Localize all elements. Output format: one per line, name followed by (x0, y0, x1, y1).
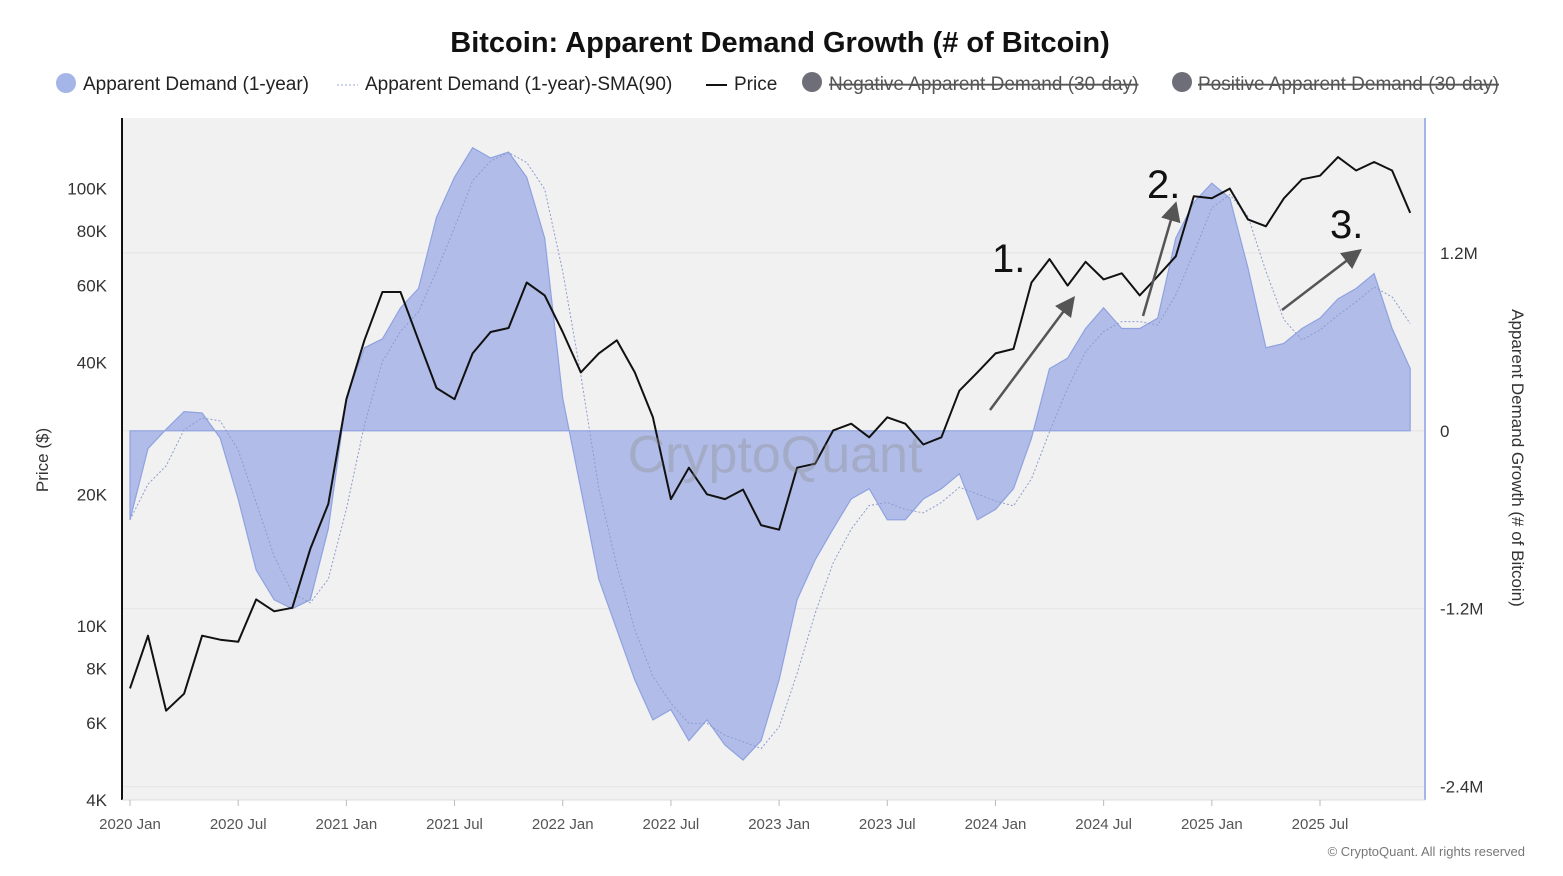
x-tick-label: 2024 Jul (1075, 816, 1132, 833)
annotation-label: 3. (1330, 203, 1363, 247)
legend-dot-icon (1172, 72, 1192, 92)
legend-label: Price (734, 74, 777, 95)
left-axis-label: Price ($) (33, 428, 52, 492)
x-tick-label: 2025 Jul (1292, 816, 1349, 833)
x-tick-label: 2020 Jan (99, 816, 161, 833)
legend-item-positive-demand[interactable]: Positive Apparent Demand (30-day) (1172, 72, 1499, 95)
left-tick-label: 60K (77, 277, 108, 296)
left-tick-label: 10K (77, 617, 108, 636)
annotation-3: 3. (1281, 203, 1363, 311)
legend-item-negative-demand[interactable]: Negative Apparent Demand (30-day) (802, 72, 1138, 95)
legend-dot-icon (56, 73, 76, 93)
left-tick-label: 40K (77, 354, 108, 373)
left-tick-label: 20K (77, 485, 108, 504)
legend-label: Negative Apparent Demand (30-day) (829, 74, 1138, 95)
x-tick-label: 2022 Jan (532, 816, 594, 833)
arrow-icon (1141, 201, 1181, 317)
annotation-2: 2. (1141, 163, 1181, 317)
legend-item-sma90[interactable]: Apparent Demand (1-year)-SMA(90) (337, 74, 672, 95)
watermark: CryptoQuant (628, 426, 923, 484)
arrow-icon (1281, 248, 1362, 311)
right-tick-label: -2.4M (1440, 778, 1483, 797)
annotation-1: 1. (988, 237, 1075, 411)
apparent-demand-area (129, 146, 1411, 761)
x-tick-label: 2023 Jan (748, 816, 810, 833)
x-tick-label: 2021 Jul (426, 816, 483, 833)
legend-label: Apparent Demand (1-year) (83, 74, 309, 95)
arrow-icon (988, 295, 1075, 411)
price-line (129, 156, 1412, 712)
annotation-label: 2. (1147, 163, 1180, 207)
chart-title: Bitcoin: Apparent Demand Growth (# of Bi… (450, 27, 1109, 59)
axis-ticks: 1.2M 0 -1.2M -2.4M 4K 6K 8K 10K 20K 40K 60K 80K 100K… (67, 180, 1483, 833)
right-tick-label: -1.2M (1440, 600, 1483, 619)
x-tick-label: 2024 Jan (965, 816, 1027, 833)
legend-label: Apparent Demand (1-year)-SMA(90) (365, 74, 672, 95)
left-tick-label: 80K (77, 222, 108, 241)
left-tick-label: 100K (67, 180, 107, 199)
legend-dot-icon (802, 72, 822, 92)
legend-label: Positive Apparent Demand (30-day) (1198, 74, 1499, 95)
legend-item-price[interactable]: Price (706, 74, 777, 95)
left-tick-label: 6K (86, 714, 107, 733)
copyright: © CryptoQuant. All rights reserved (1328, 844, 1525, 859)
right-axis-label: Apparent Demand Growth (# of Bitcoin) (1508, 309, 1527, 607)
legend: Apparent Demand (1-year) Apparent Demand… (56, 72, 1499, 95)
right-tick-label: 0 (1440, 422, 1449, 441)
x-tick-label: 2021 Jan (315, 816, 377, 833)
right-tick-label: 1.2M (1440, 244, 1478, 263)
annotation-label: 1. (992, 237, 1025, 281)
legend-item-apparent-demand[interactable]: Apparent Demand (1-year) (56, 73, 309, 95)
left-tick-label: 4K (86, 791, 107, 810)
series-group (129, 146, 1412, 761)
x-tick-label: 2020 Jul (210, 816, 267, 833)
x-tick-label: 2023 Jul (859, 816, 916, 833)
left-tick-label: 8K (86, 659, 107, 678)
x-tick-label: 2022 Jul (643, 816, 700, 833)
x-tick-label: 2025 Jan (1181, 816, 1243, 833)
